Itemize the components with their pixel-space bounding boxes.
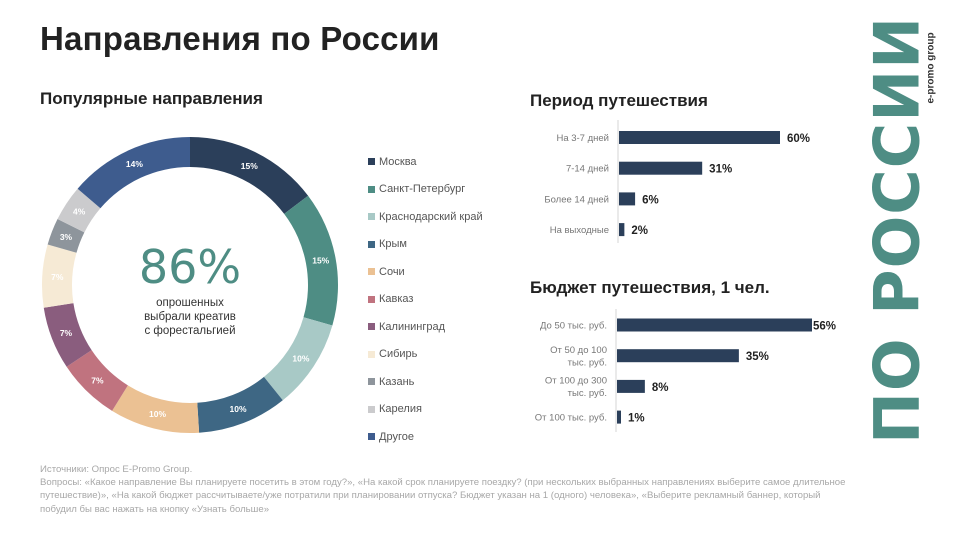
budget-category-label: тыс. руб. <box>568 357 607 368</box>
legend-swatch <box>368 240 375 248</box>
period-subtitle: Период путешествия <box>530 91 708 110</box>
legend-label: Казань <box>379 375 415 388</box>
budget-value-label: 1% <box>628 413 645 425</box>
legend-item: Другое <box>368 423 483 451</box>
donut-slice-label: 4% <box>73 207 86 217</box>
center-caption-line: с форестальгией <box>144 325 236 337</box>
donut-slice-11 <box>77 137 190 209</box>
legend-label: Санкт-Петербург <box>379 183 466 196</box>
donut-slice-label: 10% <box>292 353 309 363</box>
legend-item: Казань <box>368 368 483 396</box>
footer-questions: Вопросы: «Какое направление Вы планирует… <box>40 477 846 515</box>
legend-item: Краснодарский край <box>368 203 483 231</box>
legend-item: Санкт-Петербург <box>368 176 483 204</box>
donut-slice-3 <box>263 317 333 401</box>
budget-bar <box>617 349 739 363</box>
period-bar <box>619 161 703 175</box>
donut-legend: Москва Санкт-Петербург Краснодарский край К… <box>368 148 483 451</box>
budget-bar <box>617 318 812 332</box>
donut-slice-5 <box>112 385 200 433</box>
donut-slice-label: 15% <box>241 161 258 171</box>
budget-category-label: тыс. руб. <box>568 388 607 399</box>
donut-slice-6 <box>66 350 128 411</box>
legend-label: Другое <box>379 430 414 443</box>
legend-swatch <box>368 323 375 331</box>
donut-slice-label: 10% <box>149 409 166 419</box>
legend-label: Кавказ <box>379 293 414 306</box>
legend-item: Кавказ <box>368 286 483 314</box>
legend-swatch <box>368 378 375 386</box>
legend-label: Калининград <box>379 320 446 333</box>
legend-label: Карелия <box>379 403 422 416</box>
budget-value-label: 35% <box>746 351 769 363</box>
legend-swatch <box>368 185 375 193</box>
brand-logo: e-promo group <box>921 20 941 115</box>
budget-subtitle: Бюджет путешествия, 1 чел. <box>530 278 770 297</box>
footer-sources: Источники: Опрос E-Promo Group. Вопросы:… <box>40 463 860 516</box>
donut-subtitle: Популярные направления <box>40 89 263 108</box>
budget-category-label: От 100 до 300 <box>545 376 607 387</box>
center-caption-line: выбрали креатив <box>144 311 236 323</box>
page-title: Направления по России <box>40 20 440 57</box>
brand-logo-text: e-promo group <box>925 31 937 104</box>
period-bar <box>619 223 625 237</box>
donut-slice-label: 14% <box>126 159 143 169</box>
donut-slice-1 <box>190 137 309 214</box>
period-category-label: Более 14 дней <box>544 194 609 205</box>
period-category-label: На выходные <box>550 225 609 236</box>
footer-source-line: Источники: Опрос E-Promo Group. <box>40 464 193 475</box>
donut-slice-label: 7% <box>51 272 64 282</box>
donut-slice-label: 10% <box>230 404 247 414</box>
budget-bar <box>617 379 645 393</box>
period-bar <box>619 131 780 144</box>
donut-slice-label: 15% <box>312 256 329 266</box>
period-category-label: На 3-7 дней <box>556 133 609 144</box>
legend-swatch <box>368 433 375 441</box>
legend-label: Краснодарский край <box>379 210 483 223</box>
legend-swatch <box>368 350 375 358</box>
center-value: 86% <box>138 240 242 294</box>
center-caption-line: опрошенных <box>156 297 224 309</box>
legend-label: Сочи <box>379 265 405 278</box>
legend-swatch <box>368 158 375 166</box>
donut-slice-label: 7% <box>91 375 104 385</box>
legend-label: Крым <box>379 238 407 251</box>
legend-swatch <box>368 405 375 413</box>
legend-item: Карелия <box>368 396 483 424</box>
legend-item: Сибирь <box>368 341 483 369</box>
period-category-label: 7-14 дней <box>566 164 609 175</box>
donut-slice-2 <box>284 195 339 326</box>
legend-swatch <box>368 213 375 221</box>
budget-value-label: 56% <box>813 321 836 333</box>
donut-slice-7 <box>43 303 92 367</box>
budget-category-label: От 100 тыс. руб. <box>535 413 607 424</box>
donut-slice-label: 3% <box>60 232 73 242</box>
legend-swatch <box>368 295 375 303</box>
donut-slice-10 <box>57 188 101 233</box>
period-value-label: 60% <box>787 133 810 145</box>
budget-value-label: 8% <box>652 382 669 394</box>
legend-item: Москва <box>368 148 483 176</box>
legend-label: Сибирь <box>379 348 418 361</box>
budget-category-label: От 50 до 100 <box>550 345 607 356</box>
legend-swatch <box>368 268 375 276</box>
legend-label: Москва <box>379 155 417 168</box>
legend-item: Крым <box>368 231 483 259</box>
period-value-label: 31% <box>709 164 732 176</box>
donut-slice-8 <box>41 244 77 308</box>
legend-item: Сочи <box>368 258 483 286</box>
donut-slice-label: 7% <box>60 328 73 338</box>
period-value-label: 6% <box>642 194 659 206</box>
center-caption: опрошенных выбрали креатив с форестальги… <box>110 296 270 338</box>
bar-charts: 60% На 3-7 дней 31% 7-14 дней 6% Более 14 дне… <box>535 120 836 432</box>
period-bar <box>619 192 636 206</box>
period-value-label: 2% <box>631 225 648 237</box>
donut-chart: 15% 15% 10% 10% 10% 7% 7% 7% 3% 4% 14% <box>41 137 339 433</box>
legend-item: Калининград <box>368 313 483 341</box>
budget-bar <box>617 410 621 424</box>
donut-slice-9 <box>47 219 85 253</box>
donut-slice-4 <box>197 376 283 433</box>
budget-category-label: До 50 тыс. руб. <box>540 321 607 332</box>
